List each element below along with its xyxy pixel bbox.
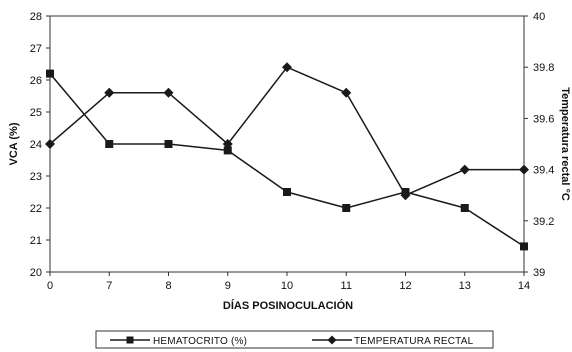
y-right-tick-label: 39 <box>533 267 545 279</box>
y-left-tick-label: 22 <box>30 203 42 215</box>
y-left-tick-label: 21 <box>30 235 42 247</box>
series-hematocrito <box>46 69 528 251</box>
x-tick-label: 14 <box>518 280 530 292</box>
y-right-ticks: 39 39.2 39.4 39.6 39.8 40 <box>524 11 554 279</box>
data-point-temperatura <box>459 164 470 175</box>
series-line-hematocrito <box>49 73 525 248</box>
data-point-hematocrito <box>283 188 291 196</box>
data-point-hematocrito <box>46 69 54 78</box>
y-left-axis-title: VCA (%) <box>8 122 20 165</box>
data-point-hematocrito <box>164 140 173 148</box>
y-right-tick-label: 39.6 <box>533 113 554 125</box>
data-point-temperatura <box>104 87 115 98</box>
series-group <box>45 62 529 251</box>
x-tick-label: 9 <box>225 280 231 292</box>
data-point-temperatura <box>519 164 529 175</box>
y-left-tick-label: 28 <box>30 11 42 23</box>
y-left-tick-label: 24 <box>30 139 42 151</box>
legend-marker-temperatura <box>327 335 337 345</box>
data-point-temperatura <box>400 190 411 201</box>
y-right-tick-label: 39.8 <box>533 62 554 74</box>
y-left-tick-label: 27 <box>30 43 42 55</box>
legend: HEMATOCRITO (%) TEMPERATURA RECTAL <box>95 330 494 349</box>
y-right-axis-title: Temperatura rectal °C <box>559 87 571 201</box>
y-left-tick-label: 23 <box>30 171 42 183</box>
x-tick-label: 13 <box>459 280 471 292</box>
x-axis-title: DÍAS POSINOCULACIÓN <box>223 299 353 312</box>
series-line-temperatura <box>49 66 524 196</box>
data-point-hematocrito <box>223 146 232 155</box>
data-point-temperatura <box>222 139 233 149</box>
y-right-tick-label: 39.2 <box>533 216 554 228</box>
data-point-temperatura <box>45 139 55 149</box>
legend-label-hematocrito: HEMATOCRITO (%) <box>153 336 247 347</box>
legend-label-temperatura: TEMPERATURA RECTAL <box>354 336 474 347</box>
x-ticks: 0 7 8 9 10 11 12 13 14 <box>47 272 530 292</box>
x-tick-label: 11 <box>341 280 352 292</box>
legend-marker-hematocrito <box>126 336 134 344</box>
legend-box <box>95 330 494 349</box>
data-point-temperatura <box>282 62 292 73</box>
data-point-temperatura <box>341 87 352 98</box>
y-left-tick-label: 26 <box>30 75 42 87</box>
x-tick-label: 10 <box>281 280 293 292</box>
x-tick-label: 12 <box>399 280 411 292</box>
x-tick-label: 8 <box>165 280 171 292</box>
y-right-tick-label: 39.4 <box>533 165 554 177</box>
data-point-hematocrito <box>342 204 351 212</box>
x-tick-label: 0 <box>47 280 53 292</box>
x-tick-label: 7 <box>106 280 112 292</box>
data-point-hematocrito <box>460 204 469 212</box>
data-point-hematocrito <box>520 242 528 251</box>
data-point-temperatura <box>163 87 174 98</box>
y-left-tick-label: 20 <box>30 267 42 279</box>
y-right-tick-label: 40 <box>533 11 545 23</box>
series-temperatura <box>45 62 529 201</box>
data-point-hematocrito <box>105 140 114 148</box>
y-left-tick-label: 25 <box>30 107 42 119</box>
